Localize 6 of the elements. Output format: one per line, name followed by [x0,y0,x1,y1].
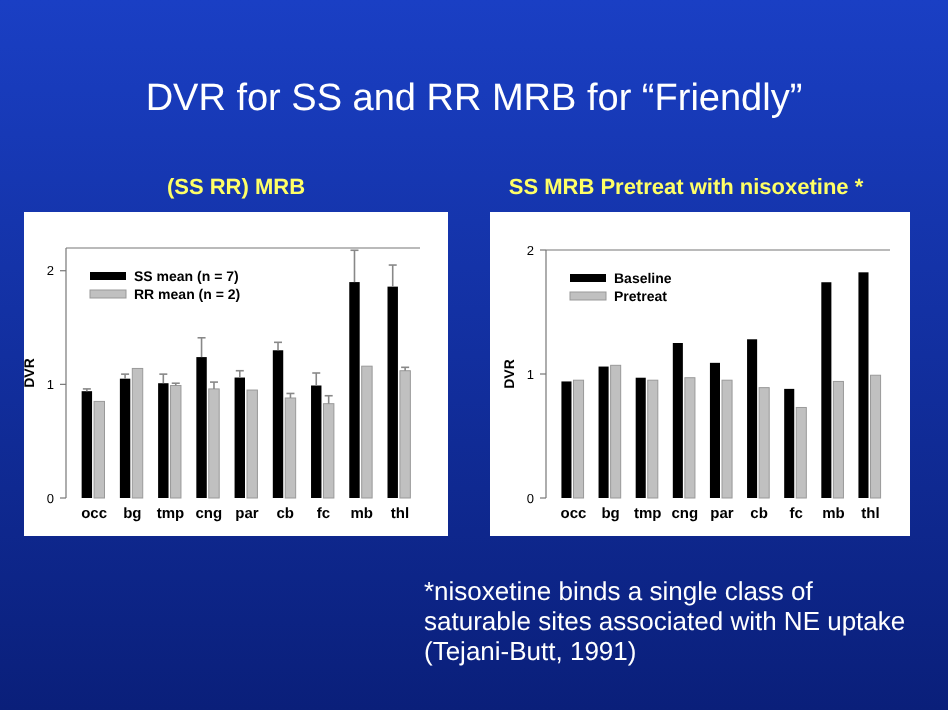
chart-title: SS MRB Pretreat with nisoxetine * [508,176,865,200]
text: DVR for SS and RR MRB for “Friendly” [145,78,803,120]
chart-title: (SS RR) MRB [166,176,306,200]
text: *nisoxetine binds a single class of [424,576,814,606]
text: (Tejani-Butt, 1991) [424,636,637,666]
text: saturable sites associated with NE uptake [424,606,906,636]
